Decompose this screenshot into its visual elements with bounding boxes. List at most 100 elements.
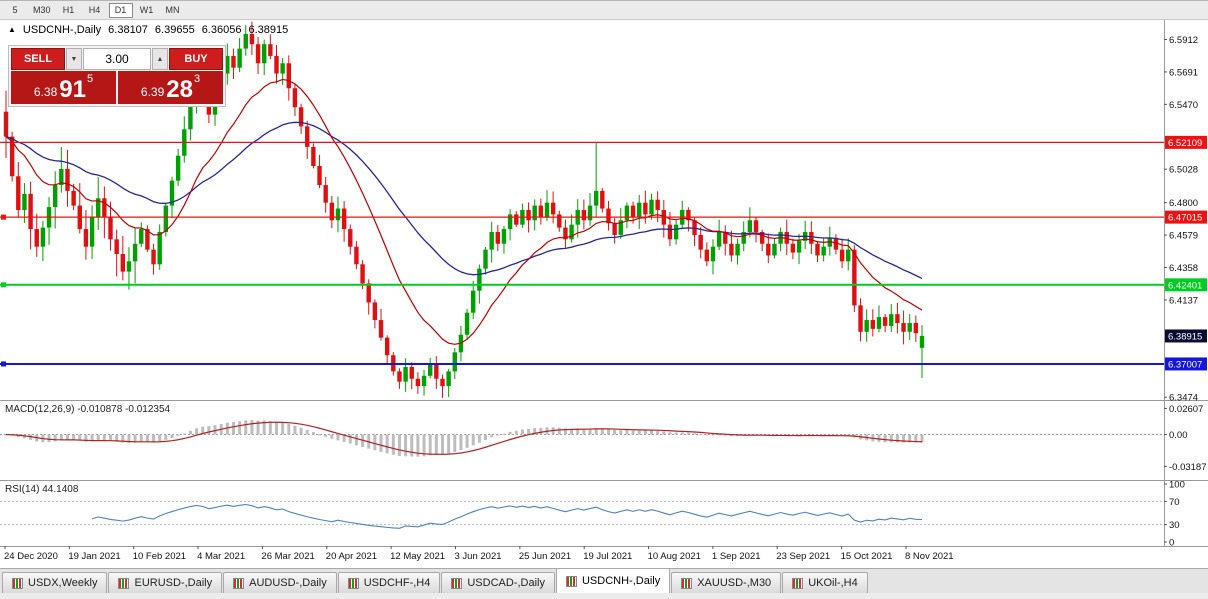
svg-text:0.02607: 0.02607 xyxy=(1169,404,1203,415)
up-triangle-icon: ▲ xyxy=(8,25,16,34)
level-lines[interactable] xyxy=(0,141,1164,367)
buy-price-frac: 3 xyxy=(193,73,201,85)
period-toolbar: 5 M30 H1 H4 D1 W1 MN xyxy=(0,1,1208,20)
svg-text:6.4800: 6.4800 xyxy=(1169,198,1198,209)
svg-text:6.4579: 6.4579 xyxy=(1169,231,1198,242)
sell-price-frac: 5 xyxy=(86,73,94,85)
buy-button[interactable]: BUY xyxy=(169,48,223,70)
svg-text:100: 100 xyxy=(1169,480,1185,491)
macd-header: MACD(12,26,9) -0.010878 -0.012354 xyxy=(5,404,171,415)
mini-chart-icon xyxy=(565,575,577,587)
buy-price-pips: 28 xyxy=(166,76,193,103)
mini-chart-icon xyxy=(681,577,693,589)
tab-label: USDCAD-,Daily xyxy=(467,577,545,589)
svg-text:19 Jul 2021: 19 Jul 2021 xyxy=(583,551,632,562)
mini-chart-icon xyxy=(792,577,804,589)
svg-text:24 Dec 2020: 24 Dec 2020 xyxy=(4,551,58,562)
chart-tab-audusd-daily[interactable]: AUDUSD-,Daily xyxy=(223,572,337,593)
svg-text:15 Oct 2021: 15 Oct 2021 xyxy=(841,551,893,562)
symbol-ohlc-header: ▲ USDCNH-,Daily 6.38107 6.39655 6.36056 … xyxy=(8,24,288,36)
tab-label: USDCNH-,Daily xyxy=(581,575,661,587)
volume-down-button[interactable]: ▼ xyxy=(66,48,82,70)
ohlc-high: 6.39655 xyxy=(154,24,195,36)
ohlc-close: 6.38915 xyxy=(248,24,289,36)
tab-label: UKOil-,H4 xyxy=(808,577,858,589)
buy-quote[interactable]: 6.39 28 3 xyxy=(118,71,223,104)
macd-panel[interactable]: MACD(12,26,9) -0.010878 -0.012354 xyxy=(0,404,1164,457)
svg-text:1 Sep 2021: 1 Sep 2021 xyxy=(712,551,761,562)
price-axis: 6.5912 6.5691 6.5470 6.5028 6.4800 6.4579 6.43… xyxy=(1164,35,1207,549)
svg-text:10 Aug 2021: 10 Aug 2021 xyxy=(648,551,701,562)
svg-text:6.38915: 6.38915 xyxy=(1168,331,1202,342)
period-button-mn[interactable]: MN xyxy=(161,3,185,18)
tab-label: EURUSD-,Daily xyxy=(134,577,213,589)
volume-input[interactable] xyxy=(83,48,151,70)
svg-text:26 Mar 2021: 26 Mar 2021 xyxy=(261,551,314,562)
panel-separators[interactable] xyxy=(0,20,1208,547)
tab-label: USDX,Weekly xyxy=(28,577,98,589)
chart-tab-usdcnh-daily[interactable]: USDCNH-,Daily xyxy=(555,568,671,593)
period-button-h4[interactable]: H4 xyxy=(83,3,107,18)
period-button-m30[interactable]: M30 xyxy=(29,3,55,18)
chart-tab-eurusd-daily[interactable]: EURUSD-,Daily xyxy=(108,572,223,593)
moving-averages xyxy=(5,78,923,345)
svg-text:19 Jan 2021: 19 Jan 2021 xyxy=(68,551,120,562)
period-button-d1[interactable]: D1 xyxy=(108,2,133,18)
svg-text:70: 70 xyxy=(1169,497,1180,508)
period-button-w1[interactable]: W1 xyxy=(135,3,159,18)
ma-slow-line xyxy=(5,121,923,280)
rsi-panel[interactable]: RSI(14) 44.1408 xyxy=(0,484,1164,529)
svg-text:6.47015: 6.47015 xyxy=(1168,213,1202,224)
sell-price-base: 6.38 xyxy=(33,85,58,99)
symbol-name: USDCNH-,Daily xyxy=(22,24,102,36)
ma-fast-line xyxy=(5,78,923,345)
mini-chart-icon xyxy=(451,577,463,589)
tab-label: XAUUSD-,M30 xyxy=(697,577,772,589)
svg-text:6.3474: 6.3474 xyxy=(1169,393,1198,404)
svg-text:12 May 2021: 12 May 2021 xyxy=(390,551,445,562)
rsi-line xyxy=(91,503,923,529)
chart-tab-usdchf-h4[interactable]: USDCHF-,H4 xyxy=(337,572,441,593)
tab-label: AUDUSD-,Daily xyxy=(249,577,327,589)
chart-tab-xauusd-m30[interactable]: XAUUSD-,M30 xyxy=(671,572,782,593)
chart-canvas[interactable]: MACD(12,26,9) -0.010878 -0.012354 RSI(14)… xyxy=(0,20,1208,568)
svg-text:0.00: 0.00 xyxy=(1169,430,1188,441)
svg-text:6.4358: 6.4358 xyxy=(1169,263,1198,274)
buy-price-base: 6.39 xyxy=(140,85,165,99)
chart-tab-usdcad-daily[interactable]: USDCAD-,Daily xyxy=(441,572,555,593)
svg-text:6.52109: 6.52109 xyxy=(1168,138,1202,149)
period-button-h1[interactable]: H1 xyxy=(57,3,81,18)
ohlc-low: 6.36056 xyxy=(201,24,242,36)
mini-chart-icon xyxy=(12,577,23,589)
sell-button[interactable]: SELL xyxy=(11,48,65,70)
svg-text:0: 0 xyxy=(1169,538,1174,549)
sell-quote[interactable]: 6.38 91 5 xyxy=(11,71,116,104)
chart-tab-usdx-weekly[interactable]: USDX,Weekly xyxy=(2,572,108,593)
macd-signal-line xyxy=(5,421,923,455)
svg-text:6.5028: 6.5028 xyxy=(1169,165,1198,176)
svg-text:30: 30 xyxy=(1169,520,1180,531)
bottom-strip xyxy=(0,593,1208,599)
svg-text:8 Nov 2021: 8 Nov 2021 xyxy=(905,551,954,562)
chart-tabbar: USDX,Weekly EURUSD-,Daily AUDUSD-,Daily USD… xyxy=(0,568,1208,593)
svg-text:23 Sep 2021: 23 Sep 2021 xyxy=(776,551,830,562)
volume-up-button[interactable]: ▲ xyxy=(152,48,168,70)
svg-text:25 Jun 2021: 25 Jun 2021 xyxy=(519,551,571,562)
svg-text:10 Feb 2021: 10 Feb 2021 xyxy=(133,551,186,562)
svg-text:6.42401: 6.42401 xyxy=(1168,280,1202,291)
svg-text:20 Apr 2021: 20 Apr 2021 xyxy=(326,551,377,562)
time-axis: 24 Dec 2020 19 Jan 2021 10 Feb 2021 4 Mar 2… xyxy=(4,546,954,562)
svg-text:6.4137: 6.4137 xyxy=(1169,295,1198,306)
chart-tab-ukoil-h4[interactable]: UKOil-,H4 xyxy=(782,572,868,593)
tab-label: USDCHF-,H4 xyxy=(363,577,431,589)
svg-text:4 Mar 2021: 4 Mar 2021 xyxy=(197,551,245,562)
svg-text:6.5691: 6.5691 xyxy=(1169,67,1198,78)
ohlc-open: 6.38107 xyxy=(108,24,148,36)
svg-text:6.37007: 6.37007 xyxy=(1168,359,1202,370)
svg-text:6.5470: 6.5470 xyxy=(1169,100,1198,111)
period-button-5[interactable]: 5 xyxy=(3,3,27,18)
svg-text:6.5912: 6.5912 xyxy=(1169,35,1198,46)
rsi-header: RSI(14) 44.1408 xyxy=(5,484,79,495)
price-badges: 6.52109 6.47015 6.42401 6.37007 6.38915 xyxy=(1165,135,1207,371)
